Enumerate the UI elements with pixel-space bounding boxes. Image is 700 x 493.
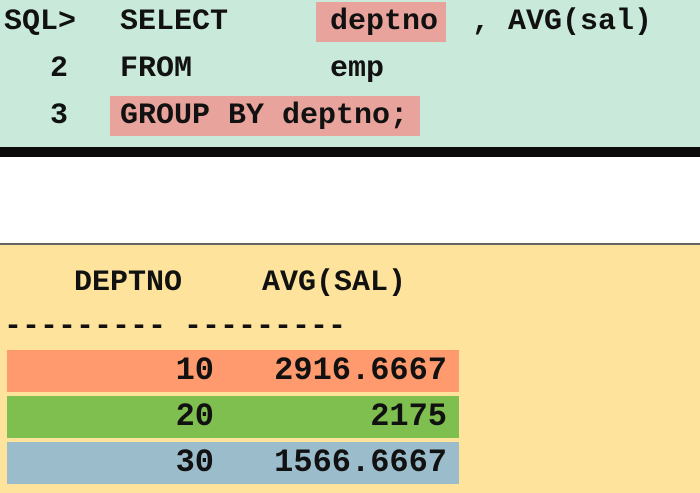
- result-row: 30 1566.6667: [7, 442, 459, 484]
- avg-sal-expression: , AVG(sal): [472, 5, 653, 39]
- select-keyword: SELECT: [120, 5, 229, 39]
- group-by-highlight: GROUP BY deptno;: [110, 96, 421, 136]
- avg-sal-cell: 2916.6667: [274, 352, 447, 389]
- table-name: emp: [330, 52, 385, 86]
- panel-shadow: [0, 147, 700, 157]
- column-header-avg-sal: AVG(SAL): [262, 266, 407, 300]
- avg-sal-cell: 2175: [370, 398, 447, 435]
- line-number: 2: [50, 52, 69, 86]
- sql-statement-panel: SQL> SELECT deptno , AVG(sal) 2 FROM emp…: [0, 0, 700, 149]
- deptno-cell: 20: [175, 398, 214, 435]
- avg-sal-cell: 1566.6667: [274, 444, 447, 481]
- result-row: 10 2916.6667: [7, 350, 459, 392]
- sql-line-1: SQL> SELECT deptno , AVG(sal): [0, 2, 700, 42]
- header-separator: --------- ---------: [4, 310, 347, 344]
- sql-prompt: SQL>: [4, 5, 77, 39]
- deptno-cell: 10: [175, 352, 214, 389]
- query-result-panel: DEPTNO AVG(SAL) --------- --------- 10 2…: [0, 243, 700, 493]
- from-keyword: FROM: [120, 52, 193, 86]
- column-header-deptno: DEPTNO: [74, 266, 183, 300]
- deptno-highlight: deptno: [316, 2, 447, 42]
- result-row: 20 2175: [7, 396, 459, 438]
- sql-line-3: 3 GROUP BY deptno;: [0, 96, 700, 136]
- deptno-cell: 30: [175, 444, 214, 481]
- sql-line-2: 2 FROM emp: [0, 49, 700, 89]
- line-number: 3: [50, 99, 69, 133]
